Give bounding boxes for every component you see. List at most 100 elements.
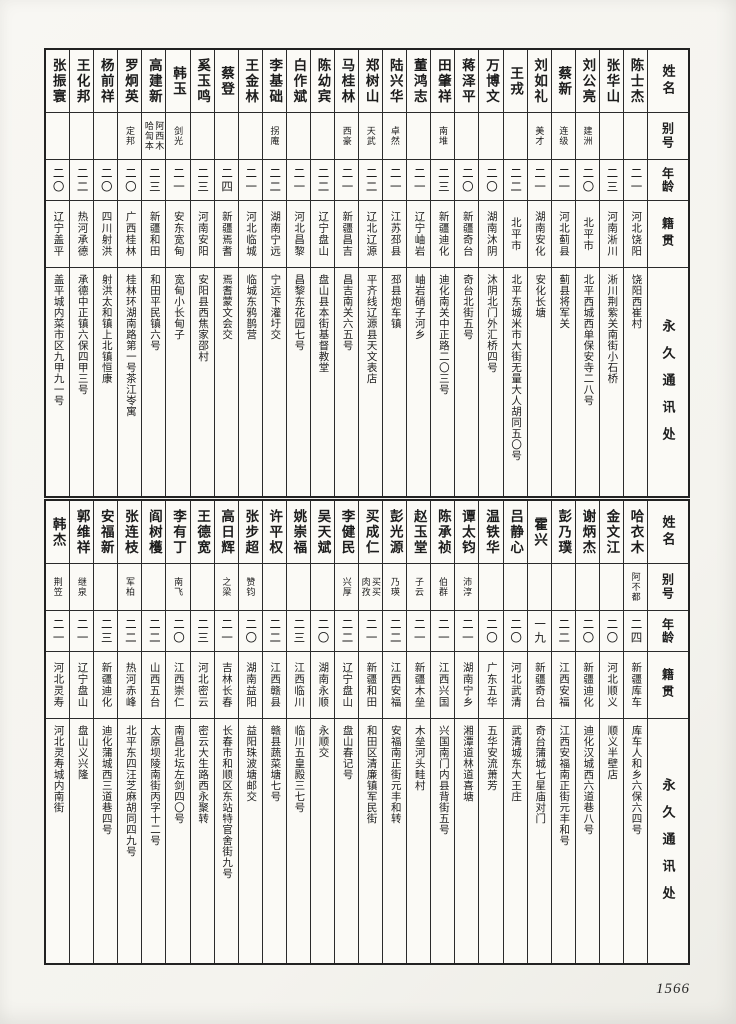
person-alias (286, 113, 310, 160)
person-age: 二一 (166, 160, 190, 201)
person-alias (286, 564, 310, 611)
person-column: 韩杰 荆笠 二一 河北灵寿 河北灵寿城内南街 (46, 501, 71, 963)
person-alias: 继泉 (70, 564, 94, 611)
person-address: 奇台蒲城七星庙对门 (534, 725, 546, 824)
person-alias: 南堆 (431, 113, 455, 160)
person-address: 安阳县西焦家邵村 (197, 274, 209, 362)
person-column: 李有丁 南飞 二〇 江西崇仁 南昌北坛左剑四〇号 (166, 501, 191, 963)
person-native-place: 四川射洪 (94, 201, 118, 268)
person-native-place: 辽宁岫岩 (407, 201, 431, 268)
person-column: 奚玉鸣 二三 河南安阳 安阳县西焦家邵村 (190, 50, 215, 496)
table-columns-bottom: 姓名 别号 年龄 籍贯 永久通讯处 哈衣木 阿不都 二四 新疆库车 库车人和乡六… (46, 501, 688, 963)
person-column: 陈士杰 二一 河北饶阳 饶阳西崔村 (623, 50, 648, 496)
person-address: 五华安流萧芳 (486, 725, 498, 791)
person-column: 白作斌 二一 河北昌黎 昌黎东花园七号 (286, 50, 311, 496)
person-name: 姚崇福 (286, 501, 310, 564)
person-native-place: 新疆昌吉 (334, 201, 359, 268)
person-age: 二三 (142, 160, 166, 201)
person-column: 王金林 二一 河北临城 临城东鸦鹊营 (238, 50, 263, 496)
person-column: 谭太钧 沛淳 二一 湖南宁乡 湘潭道林道喜塘 (455, 501, 480, 963)
person-native-place: 新疆木垒 (407, 652, 431, 719)
person-address: 平齐线辽源县天文表店 (365, 274, 377, 384)
person-name: 蔡新 (551, 50, 575, 113)
person-column: 董鸿志 二一 辽宁岫岩 岫岩硝子河乡 (407, 50, 432, 496)
person-name: 白作斌 (286, 50, 310, 113)
person-address: 淅川荆紫关南街小石桥 (606, 274, 618, 384)
person-native-place: 新疆和田 (142, 201, 166, 268)
person-native-place: 北平市 (503, 201, 527, 268)
person-name: 张连枝 (118, 501, 142, 564)
person-address: 沐阴北门外汇桥四号 (486, 274, 498, 373)
person-age: 二一 (238, 160, 262, 201)
person-alias: 阿西木 哈訇本 (142, 113, 166, 160)
person-address: 和田区清廉镇军民街 (365, 725, 377, 824)
person-address: 射洪太和镇上北镇恒康 (100, 274, 112, 384)
person-native-place: 河北武清 (503, 652, 527, 719)
person-native-place: 新疆迪化 (431, 201, 455, 268)
person-age: 二二 (70, 160, 94, 201)
person-alias: 建洲 (575, 113, 599, 160)
person-address: 盖平城内菜市区九甲九一号 (52, 274, 64, 406)
person-column: 王戎 二二 北平市 北平东城米市大街无量大人胡同五〇号 (503, 50, 528, 496)
person-native-place: 热河承德 (70, 201, 94, 268)
person-age: 二〇 (238, 611, 262, 652)
person-age: 二一 (455, 611, 479, 652)
person-column: 杨前祥 二〇 四川射洪 射洪太和镇上北镇恒康 (94, 50, 119, 496)
person-name: 李有丁 (166, 501, 190, 564)
person-age: 二〇 (503, 611, 527, 652)
roster-table-bottom: 姓名 别号 年龄 籍贯 永久通讯处 哈衣木 阿不都 二四 新疆库车 库车人和乡六… (44, 499, 690, 965)
person-name: 奚玉鸣 (190, 50, 214, 113)
person-age: 二二 (334, 611, 359, 652)
person-column: 刘公亮 建洲 二〇 北平市 北平西城西单保安寺二八号 (575, 50, 600, 496)
person-age: 二三 (286, 611, 310, 652)
person-native-place: 吉林长春 (214, 652, 238, 719)
person-native-place: 湖南宁乡 (455, 652, 479, 719)
person-address: 迪化汉城西六道巷八号 (582, 725, 594, 835)
person-column: 郑树山 天武 二二 辽北辽源 平齐线辽源县天文表店 (359, 50, 384, 496)
person-address: 顺义半壁店 (606, 725, 618, 780)
person-name: 吴天斌 (310, 501, 334, 564)
person-alias: 定邦 (118, 113, 142, 160)
person-age: 二二 (262, 160, 286, 201)
person-alias (407, 113, 431, 160)
person-age: 二一 (551, 160, 575, 201)
person-age: 二一 (407, 160, 431, 201)
person-native-place: 江西赣县 (262, 652, 286, 719)
person-age: 二〇 (310, 611, 334, 652)
person-native-place: 河南安阳 (190, 201, 214, 268)
person-column: 张步超 赞钧 二〇 湖南益阳 益阳珠波塘邮交 (238, 501, 263, 963)
person-name: 李健民 (334, 501, 359, 564)
person-native-place: 北平市 (575, 201, 599, 268)
person-alias: 南飞 (166, 564, 190, 611)
person-age: 二〇 (479, 611, 503, 652)
person-native-place: 江西安福 (551, 652, 575, 719)
person-alias (503, 564, 527, 611)
person-name: 霍兴 (527, 501, 551, 564)
person-native-place: 湖南沐阴 (479, 201, 503, 268)
person-native-place: 河北临城 (238, 201, 262, 268)
header-address: 永久通讯处 (660, 777, 676, 913)
person-name: 张步超 (238, 501, 262, 564)
person-alias (190, 113, 214, 160)
person-column: 万博文 二〇 湖南沐阴 沐阴北门外汇桥四号 (479, 50, 504, 496)
person-name: 买成仁 (359, 501, 383, 564)
person-column: 赵玉堂 子云 二一 新疆木垒 木垒河头畦村 (407, 501, 432, 963)
person-name: 温铁华 (479, 501, 503, 564)
person-name: 蒋泽平 (455, 50, 479, 113)
person-name: 陈承祯 (431, 501, 455, 564)
person-native-place: 河北蓟县 (551, 201, 575, 268)
person-name: 金文江 (599, 501, 623, 564)
person-age: 二〇 (46, 160, 70, 201)
person-name: 韩杰 (46, 501, 70, 564)
person-native-place: 安东宽甸 (166, 201, 190, 268)
person-address: 赣县蔬菜塘七号 (269, 725, 281, 802)
person-age: 二一 (383, 160, 407, 201)
person-column: 蔡新 连级 二一 河北蓟县 蓟县将军关 (551, 50, 576, 496)
person-alias (551, 564, 575, 611)
person-name: 哈衣木 (623, 501, 647, 564)
header-age: 年龄 (648, 611, 688, 652)
person-column: 张连枝 军柏 二二 热河赤峰 北平东四汪芝麻胡同四九号 (118, 501, 143, 963)
person-alias: 西豪 (334, 113, 359, 160)
person-column: 罗炯英 定邦 二〇 广西桂林 桂林环湖南路第一号茶江岺寓 (118, 50, 143, 496)
person-alias: 美才 (527, 113, 551, 160)
